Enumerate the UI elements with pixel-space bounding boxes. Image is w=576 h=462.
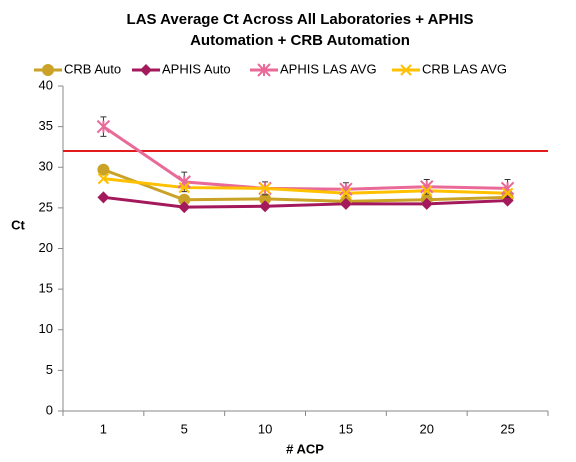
marker [97,172,110,185]
series-line [102,168,508,203]
series-line [103,177,508,195]
y-tick-label: 35 [39,118,53,133]
marker [501,187,514,199]
marker [339,197,352,210]
x-axis-title: # ACP [286,441,324,456]
marker [420,197,433,210]
x-tick-label: 20 [420,421,434,436]
y-tick-label: 0 [46,402,53,417]
marker [96,119,111,134]
x-tick-label: 5 [181,421,188,436]
marker [42,64,54,76]
y-tick-label: 10 [39,321,53,336]
series-line [103,195,508,209]
marker [259,192,272,205]
y-tick-label: 25 [39,199,53,214]
legend-label: APHIS Auto [162,61,231,76]
marker [178,193,191,206]
x-tick-label: 15 [339,421,353,436]
y-tick-label: 5 [46,362,53,377]
marker [178,201,191,214]
y-tick-label: 40 [39,77,53,92]
x-tick-label: 10 [258,421,272,436]
marker [421,185,433,197]
y-axis-title: Ct [11,217,25,232]
marker [140,64,152,76]
y-tick-label: 20 [39,240,53,255]
x-tick-label: 25 [500,421,514,436]
marker [97,163,110,176]
marker [259,182,271,195]
legend-label: CRB LAS AVG [422,61,507,76]
marker [97,191,110,204]
marker [178,181,190,194]
marker [259,200,272,213]
x-tick-label: 1 [100,421,107,436]
y-tick-label: 15 [39,281,53,296]
marker [400,64,412,76]
series-line [102,125,508,191]
legend-label: APHIS LAS AVG [280,61,377,76]
chart-title: Automation + CRB Automation [190,32,410,49]
marker [257,63,271,77]
marker [340,187,352,199]
marker [177,175,191,189]
legend-label: CRB Auto [64,61,121,76]
chart-title: LAS Average Ct Across All Laboratories +… [127,11,474,28]
y-tick-label: 30 [39,159,53,174]
